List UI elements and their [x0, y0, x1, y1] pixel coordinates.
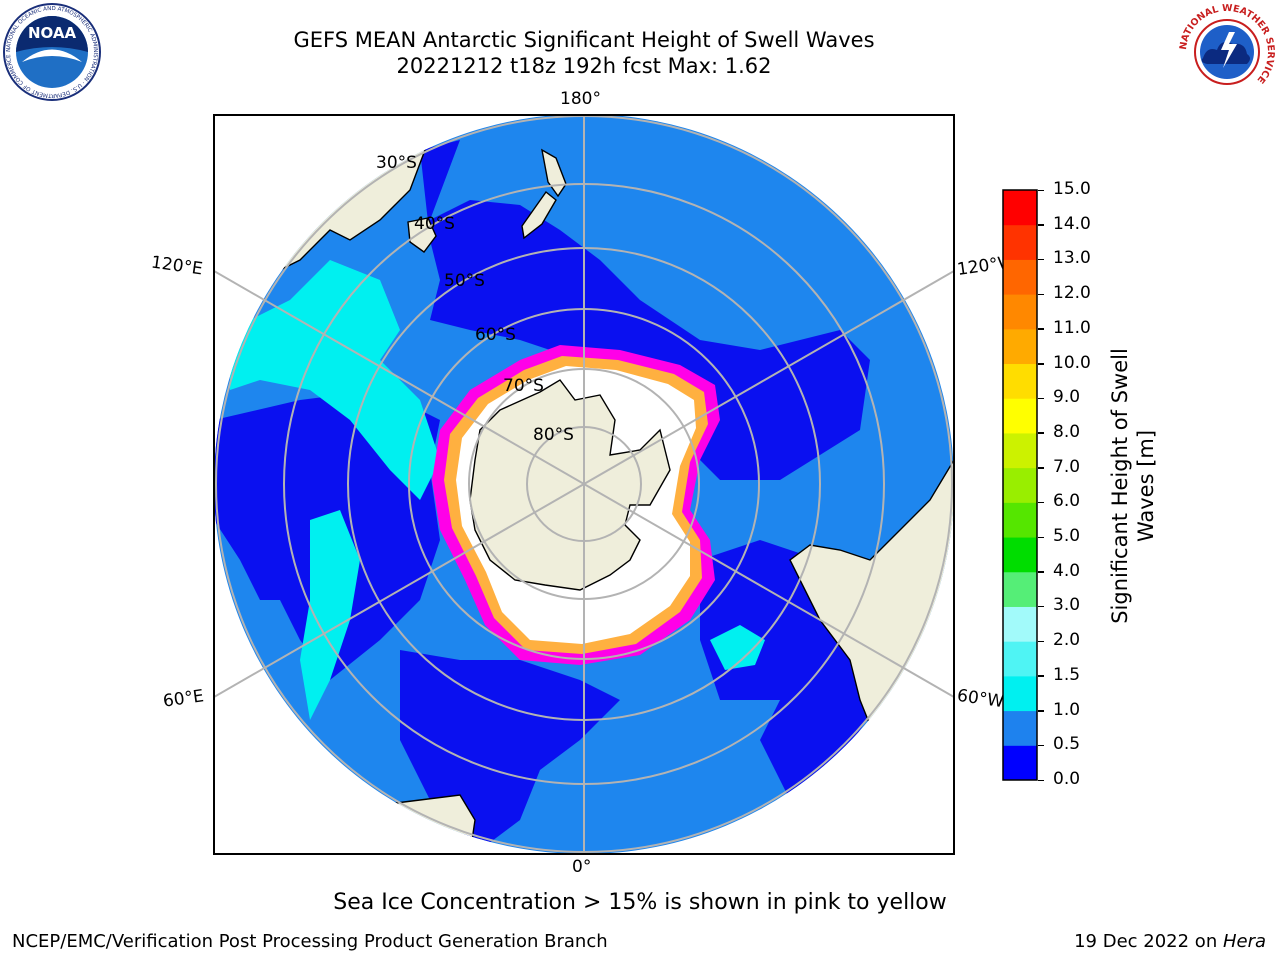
noaa-logo-text: NOAA	[28, 24, 77, 42]
colorbar-tick-mark	[1038, 605, 1044, 608]
colorbar-tick-mark	[1038, 779, 1044, 781]
colorbar-title-line1: Significant Height of Swell	[1108, 348, 1132, 624]
colorbar-tick-label: 6.0	[1053, 491, 1081, 512]
new-zealand-south	[521, 190, 557, 240]
lon-label-180: 180°	[560, 89, 601, 109]
swell-region-west	[230, 260, 440, 500]
colorbar-segment	[1003, 398, 1037, 434]
footer-date-text: 19 Dec 2022 on	[1074, 931, 1223, 952]
footer-date: 19 Dec 2022 on Hera	[1074, 931, 1266, 952]
footer-machine: Hera	[1222, 931, 1266, 952]
lat-label-60s: 60°S	[475, 325, 516, 345]
noaa-logo: NOAA NATIONAL OCEANIC AND ATMOSPHERIC AD…	[3, 3, 101, 101]
colorbar-tick-mark	[1038, 397, 1044, 400]
colorbar-segment	[1003, 363, 1037, 399]
colorbar-tick-label: 2.0	[1053, 630, 1081, 651]
colorbar-tick-mark	[1038, 363, 1044, 365]
colorbar-tick-mark	[1038, 467, 1044, 469]
colorbar-tick-mark	[1038, 293, 1044, 296]
swell-region-southeast	[710, 625, 765, 670]
swell-region-southwest	[300, 510, 360, 720]
colorbar-tick-label: 1.5	[1053, 664, 1081, 685]
colorbar-tick-label: 8.0	[1053, 421, 1081, 442]
colorbar	[1002, 189, 1038, 781]
colorbar-segment	[1003, 328, 1037, 365]
colorbar-segment	[1003, 745, 1037, 781]
colorbar-segment	[1003, 675, 1037, 712]
colorbar-tick-mark	[1038, 224, 1044, 226]
sea-ice-caption: Sea Ice Concentration > 15% is shown in …	[333, 890, 947, 915]
footer-credit: NCEP/EMC/Verification Post Processing Pr…	[12, 931, 608, 952]
colorbar-segment	[1003, 641, 1037, 677]
colorbar-tick-label: 0.5	[1053, 734, 1081, 755]
colorbar-tick-label: 4.0	[1053, 560, 1081, 581]
colorbar-tick-label: 0.0	[1053, 769, 1081, 789]
colorbar-tick-label: 9.0	[1053, 387, 1081, 408]
lat-label-70s: 70°S	[503, 376, 544, 396]
colorbar-tick-mark	[1038, 258, 1044, 261]
colorbar-segment	[1003, 432, 1037, 469]
lat-label-80s: 80°S	[533, 425, 574, 445]
map-title: GEFS MEAN Antarctic Significant Height o…	[293, 28, 875, 52]
colorbar-segment	[1003, 259, 1037, 295]
colorbar-tick-label: 13.0	[1053, 248, 1091, 269]
colorbar-tick-mark	[1038, 744, 1044, 747]
colorbar-segment	[1003, 294, 1037, 330]
map-subtitle: 20221212 t18z 192h fcst Max: 1.62	[396, 54, 772, 78]
colorbar-tick-mark	[1038, 571, 1044, 573]
colorbar-tick-label: 14.0	[1053, 213, 1091, 234]
map-frame	[213, 114, 955, 855]
nws-logo: NATIONAL WEATHER SERVICE	[1178, 3, 1276, 100]
colorbar-tick-mark	[1038, 189, 1044, 191]
colorbar-tick-mark	[1038, 432, 1044, 434]
colorbar-title-line2: Waves [m]	[1134, 429, 1158, 543]
colorbar-frame	[1002, 189, 1038, 781]
colorbar-tick-mark	[1038, 501, 1044, 504]
colorbar-tick-label: 11.0	[1053, 317, 1091, 338]
colorbar-tick-mark	[1038, 536, 1044, 539]
colorbar-tick-label: 10.0	[1053, 352, 1091, 373]
lat-label-50s: 50°S	[444, 271, 485, 291]
colorbar-segment	[1003, 537, 1037, 573]
colorbar-segment	[1003, 710, 1037, 746]
colorbar-segment	[1003, 502, 1037, 538]
lon-label-0: 0°	[572, 857, 592, 877]
colorbar-segment	[1003, 467, 1037, 503]
lat-label-40s: 40°S	[414, 214, 455, 234]
colorbar-segment	[1003, 571, 1037, 607]
colorbar-tick-label: 1.0	[1053, 699, 1081, 720]
colorbar-tick-mark	[1038, 710, 1044, 712]
colorbar-tick-label: 3.0	[1053, 595, 1081, 616]
colorbar-tick-label: 7.0	[1053, 456, 1081, 477]
meridian-120	[214, 270, 954, 698]
colorbar-tick-label: 15.0	[1053, 179, 1091, 199]
colorbar-tick-label: 12.0	[1053, 283, 1091, 304]
colorbar-tick-label: 5.0	[1053, 526, 1081, 547]
colorbar-tick-mark	[1038, 328, 1044, 330]
colorbar-segment	[1003, 190, 1037, 226]
colorbar-segment	[1003, 224, 1037, 260]
colorbar-segment	[1003, 606, 1037, 642]
lat-label-30s: 30°S	[376, 153, 417, 173]
colorbar-tick-mark	[1038, 675, 1044, 677]
colorbar-tick-mark	[1038, 640, 1044, 643]
colorbar-title: Significant Height of Swell Waves [m]	[1098, 190, 1168, 782]
